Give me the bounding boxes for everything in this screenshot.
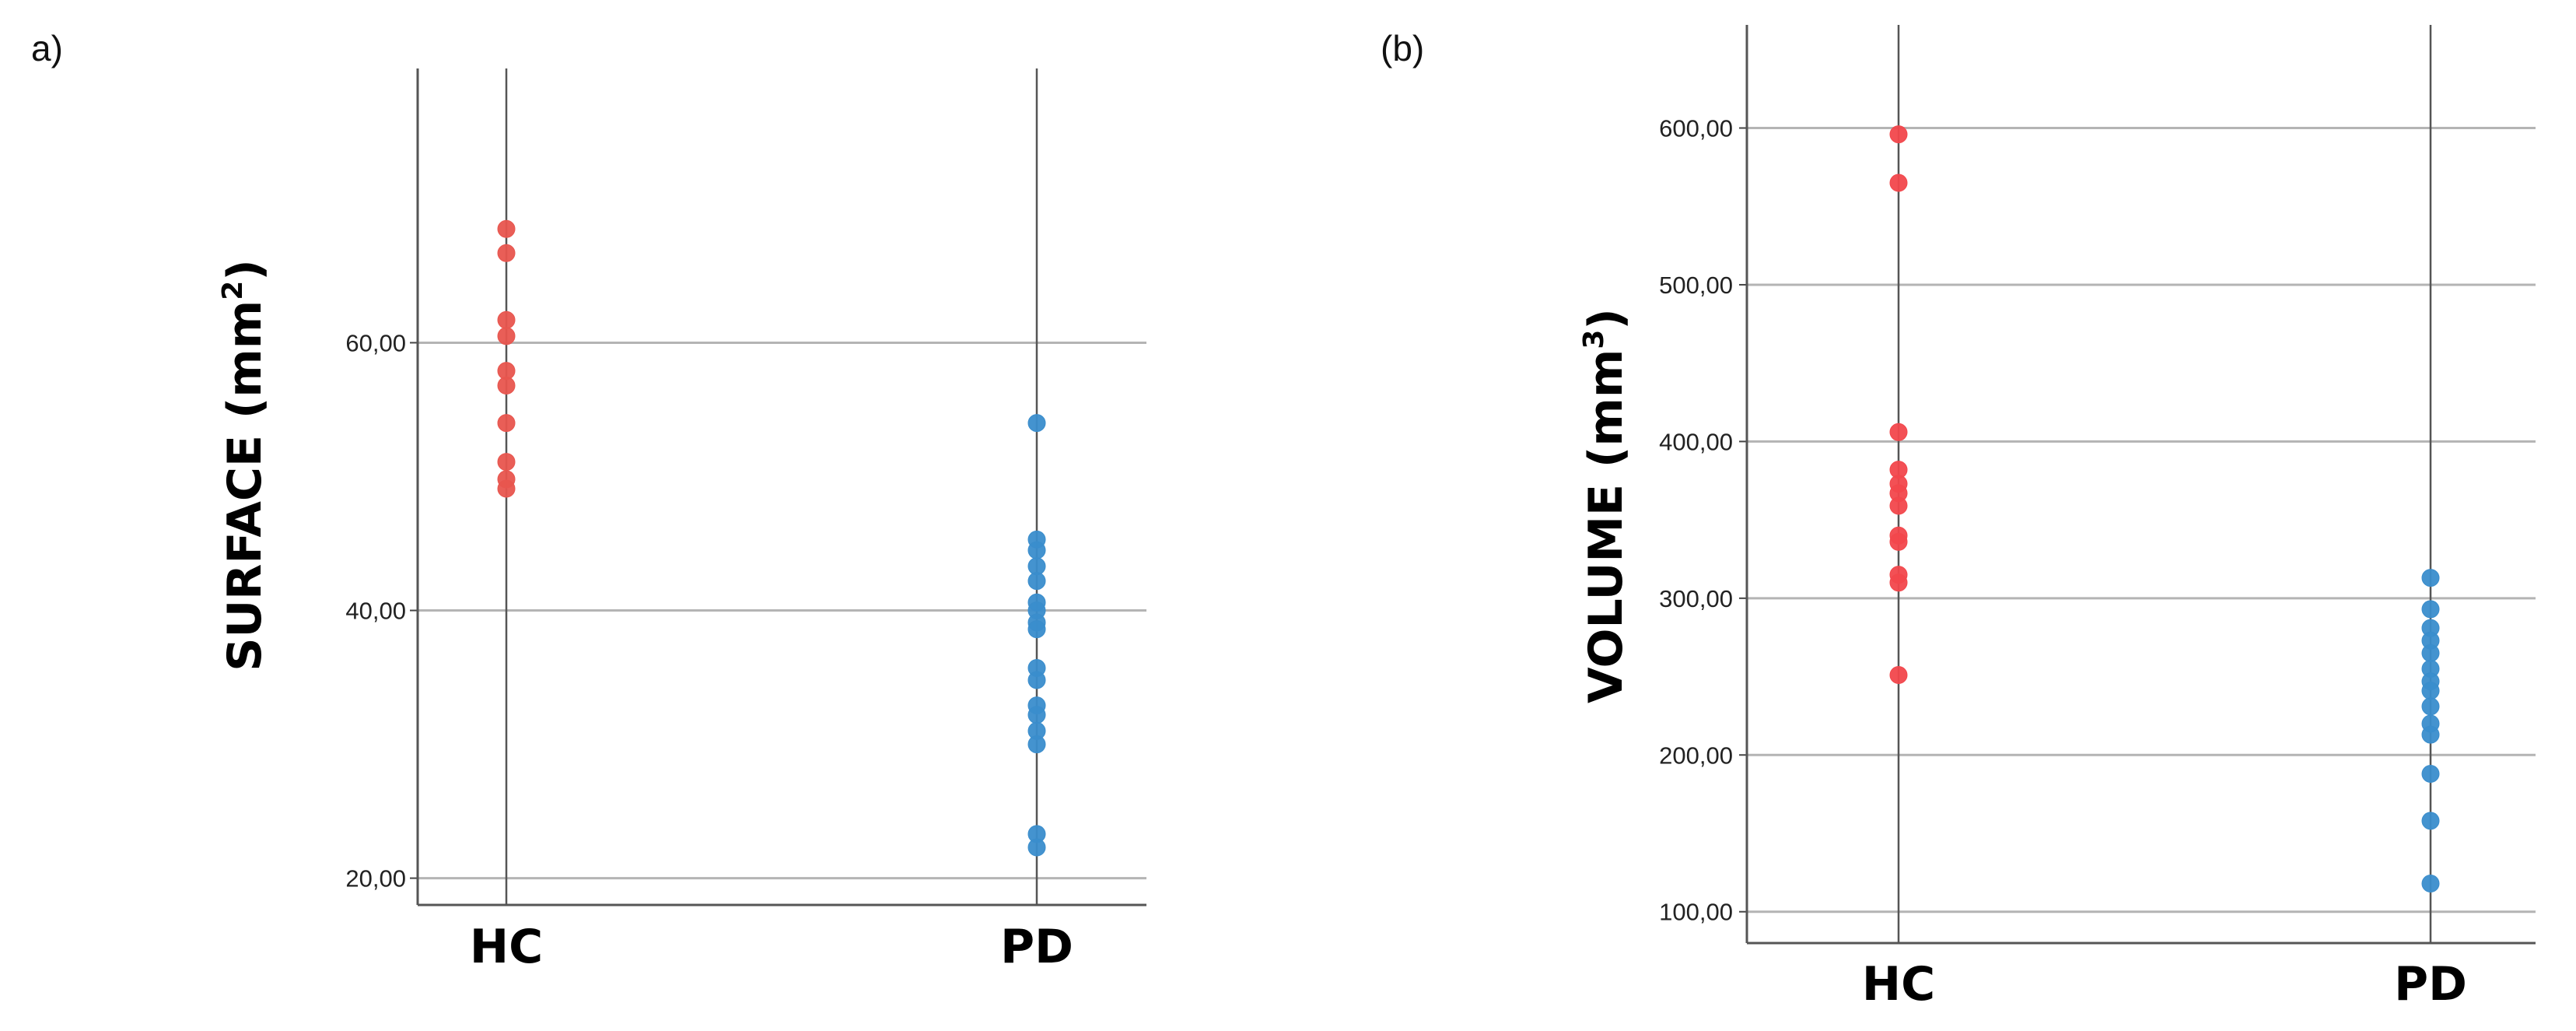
panel-a-y-tick-label: 20,00 [345,865,406,892]
panel-b-points [1889,125,2440,892]
panel-a-point-pd [1027,620,1046,639]
panel-a-x-tick-label-pd: PD [1000,920,1073,974]
panel-a-y-tick-label: 60,00 [345,329,406,356]
panel-a-point-pd [1027,735,1046,754]
panel-a-y-axis-label: SURFACE (mm2) [217,259,272,672]
panel-b-point-pd [2421,697,2440,716]
panel-b-point-hc [1889,423,1908,441]
panel-a-point-hc [497,219,516,238]
panel-b-x-tick-label-pd: PD [2394,957,2467,1012]
panel-b-y-axis-label-superscript: 3 [1578,330,1610,349]
panel-b-point-pd [2421,569,2440,587]
panel-a-points [497,219,1046,857]
panel-b-point-hc [1889,125,1908,144]
panel-a-point-pd [1027,838,1046,857]
panel-b-volume: (b) VOLUME (mm3) 100,00 200,00 300,00 400,0… [1381,25,2536,1012]
panel-b-y-axis-label-close: ) [1579,308,1633,329]
panel-a-point-hc [497,310,516,329]
panel-b-y-axis-label-text: VOLUME (mm [1579,349,1633,703]
panel-a-point-pd [1027,671,1046,689]
panel-b-point-pd [2421,682,2440,700]
panel-b-point-hc [1889,496,1908,515]
panel-b-y-axis-label: VOLUME (mm3) [1578,308,1633,703]
panel-a-point-hc [497,414,516,433]
panel-b-y-tick-label: 500,00 [1659,272,1733,299]
panel-a-point-hc [497,453,516,472]
panel-a-y-tick-label: 40,00 [345,598,406,625]
panel-b-point-pd [2421,812,2440,830]
panel-a-point-hc [497,377,516,395]
panel-b-x-tick-label-hc: HC [1862,957,1935,1012]
panel-a-y-axis-label-superscript: 2 [217,281,249,300]
panel-a-point-hc [497,327,516,345]
panel-a-surface: a) SURFACE (mm2) 20,00 40,00 60,00 HC PD [31,28,1146,974]
panel-a-x-tick-labels: HC PD [470,920,1073,974]
panel-b-y-tick-label: 300,00 [1659,585,1733,612]
panel-a-y-tick-labels: 20,00 40,00 60,00 [345,329,406,892]
panel-b-point-pd [2421,600,2440,619]
panel-b-y-tick-label: 100,00 [1659,899,1733,926]
panel-a-y-axis-label-text: SURFACE (mm [218,300,272,672]
panel-b-y-tick-labels: 100,00 200,00 300,00 400,00 500,00 600,00 [1659,115,1733,926]
panel-b-label: (b) [1381,28,1424,68]
panel-a-point-pd [1027,706,1046,724]
panel-a-gridlines [410,341,1146,880]
panel-b-y-tick-label: 400,00 [1659,428,1733,455]
panel-b-y-tick-label: 200,00 [1659,742,1733,769]
panel-b-point-hc [1889,174,1908,192]
panel-b-category-lines [1897,25,2432,943]
panel-a-point-pd [1027,541,1046,559]
panel-b-point-pd [2421,764,2440,783]
panel-a-point-hc [497,479,516,498]
panel-b-point-hc [1889,573,1908,592]
panel-a-point-pd [1027,414,1046,433]
panel-a-x-tick-label-hc: HC [470,920,543,974]
panel-b-axes [1745,25,2536,945]
panel-b-point-pd [2421,725,2440,744]
panel-a-point-pd [1027,572,1046,591]
panel-a-point-hc [497,244,516,262]
panel-b-gridlines [1739,127,2536,914]
panel-a-category-lines [505,68,1038,905]
panel-a-y-axis-label-close: ) [218,259,272,280]
panel-b-point-pd [2421,874,2440,892]
panel-b-point-hc [1889,666,1908,685]
panel-b-point-hc [1889,532,1908,551]
panel-a-label: a) [31,28,63,68]
panel-b-point-pd [2421,643,2440,662]
panel-a-axes [416,68,1146,907]
panel-b-y-tick-label: 600,00 [1659,115,1733,142]
panel-b-x-tick-labels: HC PD [1862,957,2467,1012]
